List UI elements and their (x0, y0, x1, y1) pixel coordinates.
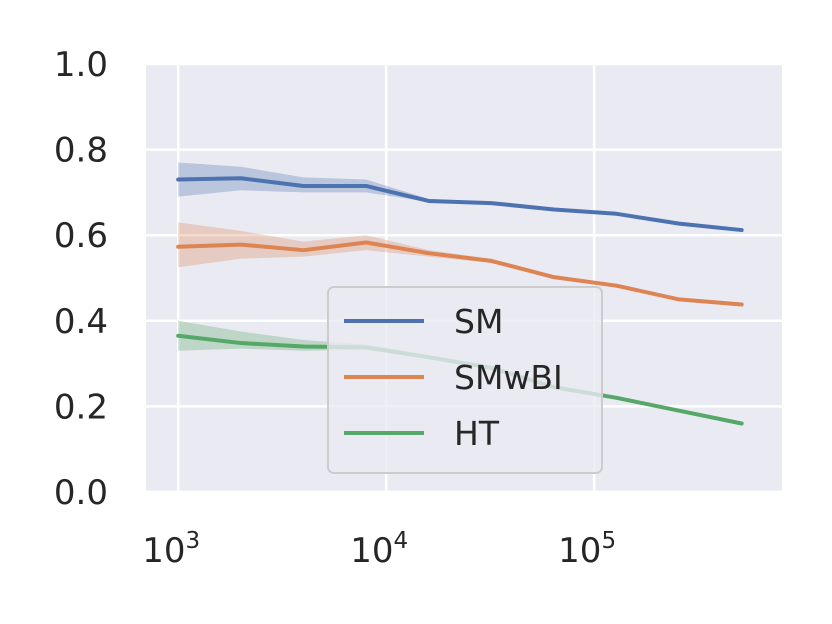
x-tick-label: 104 (350, 528, 408, 571)
legend: SM SMwBI HT (327, 286, 603, 474)
x-tick-labels: 103 104 105 (142, 528, 616, 571)
x-tick-label: 105 (558, 528, 616, 571)
line-sm (176, 176, 744, 233)
y-tick-label: 0.6 (54, 216, 108, 256)
line-smwbi (176, 240, 744, 307)
y-tick-label: 0.8 (54, 131, 108, 171)
y-tick-labels: 0.0 0.2 0.4 0.6 0.8 1.0 (54, 45, 108, 513)
y-tick-label: 1.0 (54, 45, 108, 85)
legend-label-smwbi: SMwBI (454, 358, 563, 397)
y-tick-label: 0.0 (54, 473, 108, 513)
legend-box (327, 286, 603, 474)
legend-label-sm: SM (454, 302, 503, 341)
y-tick-label: 0.2 (54, 387, 108, 427)
band-sm (178, 162, 742, 231)
y-tick-label: 0.4 (54, 302, 108, 342)
x-tick-label: 103 (142, 528, 200, 571)
legend-label-ht: HT (454, 414, 500, 453)
